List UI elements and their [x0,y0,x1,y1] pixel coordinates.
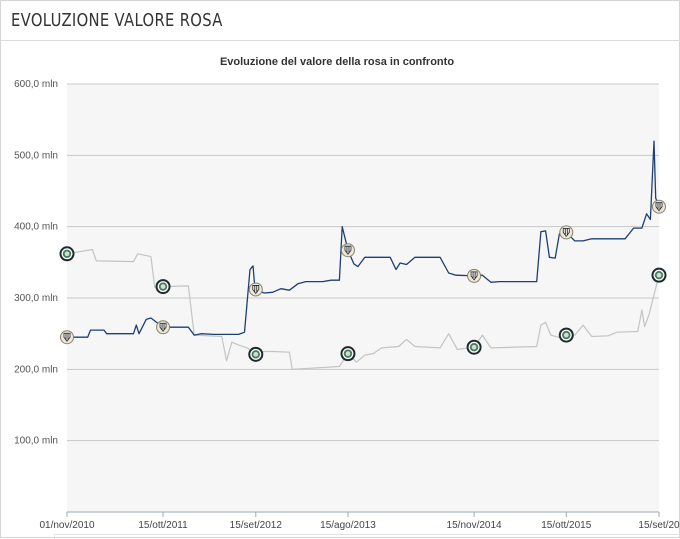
club-crest-icon [558,327,574,343]
chart-scrollbar-track [54,534,680,539]
x-tick-label: 15/set/20 [638,520,680,531]
panel-header: EVOLUZIONE VALORE ROSA [1,1,680,41]
x-tick-label: 01/nov/2010 [39,520,94,531]
y-tick-label: 600,0 mln [14,79,58,90]
club-crest-icon [59,246,75,262]
y-tick-label: 400,0 mln [14,222,58,233]
x-tick-label: 15/ott/2015 [541,520,591,531]
x-tick-label: 15/set/2012 [230,520,283,531]
club-crest-icon [467,268,482,283]
club-crest-icon [60,330,74,345]
x-tick-label: 15/ott/2011 [138,520,188,531]
club-crest-icon [248,282,263,297]
x-tick-label: 15/ago/2013 [320,520,376,531]
club-crest-icon [466,339,482,355]
y-tick-label: 300,0 mln [14,293,58,304]
club-crest-icon [155,279,171,295]
club-crest-icon [652,199,666,214]
club-crest-icon [340,243,355,258]
panel-title: EVOLUZIONE VALORE ROSA [11,10,223,31]
y-tick-label: 100,0 mln [14,436,58,447]
series-line-grey [66,248,660,370]
club-crest-icon [248,346,264,362]
chart-title: Evoluzione del valore della rosa in conf… [219,56,455,68]
club-crest-icon [559,225,574,240]
x-tick-label: 15/nov/2014 [447,520,502,531]
club-crest-icon [156,320,171,335]
y-tick-label: 200,0 mln [14,364,58,375]
y-tick-label: 500,0 mln [14,150,58,161]
club-crest-icon [651,267,667,283]
club-crest-icon [340,346,356,362]
